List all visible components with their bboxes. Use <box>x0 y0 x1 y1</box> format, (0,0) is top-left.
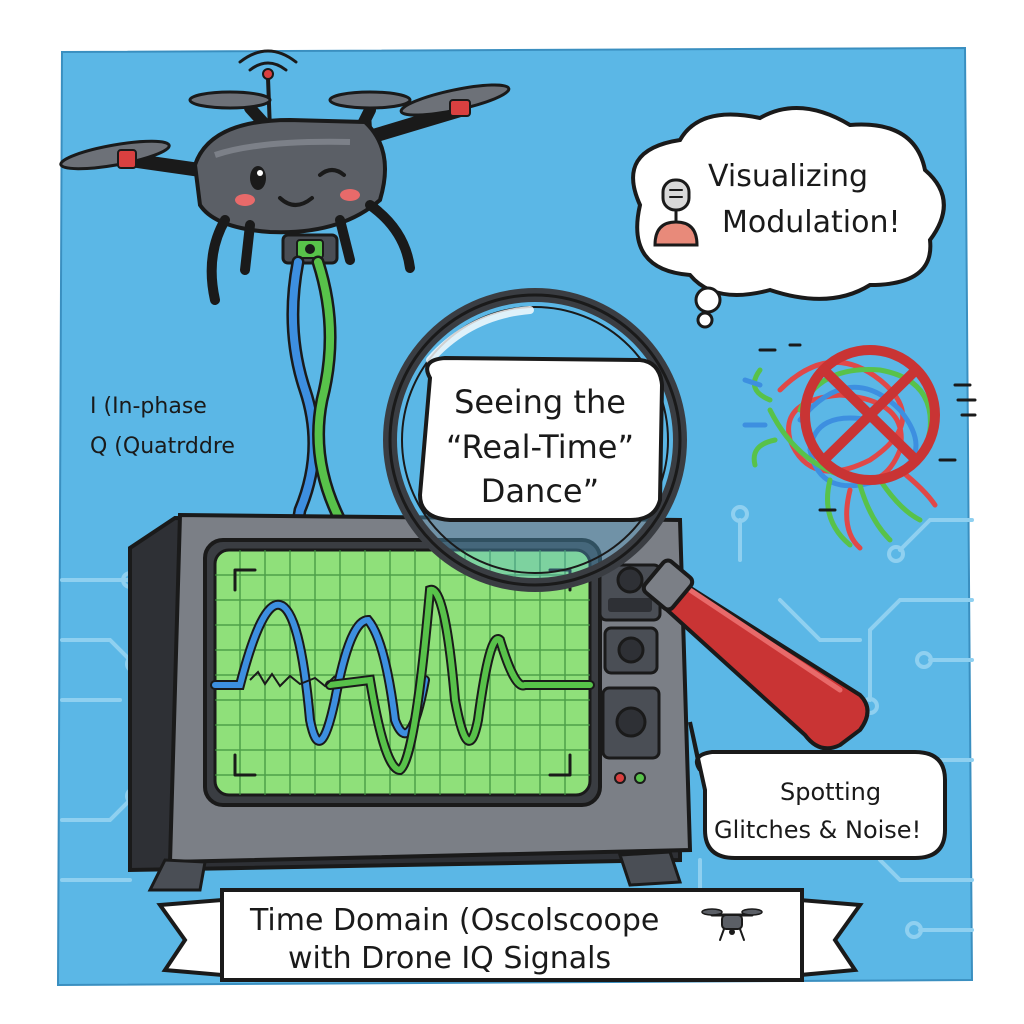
magnifying-glass-icon: Seeing the “Real-Time” Dance” <box>383 288 870 751</box>
title-banner: Time Domain (Oscolscoope with Drone IQ S… <box>156 888 864 982</box>
banner-line-1: Time Domain (Oscolscoope <box>249 903 659 938</box>
magnifier-line-3: Dance” <box>481 472 599 510</box>
speech-line-1: Spotting <box>780 778 881 806</box>
noise-dashes <box>758 343 977 512</box>
magnifier-line-2: “Real-Time” <box>446 428 634 466</box>
oscilloscope-icon <box>128 512 693 892</box>
q-label: Q (Quatrddre <box>90 434 235 459</box>
speech-bubble: Spotting Glitches & Noise! <box>688 721 947 860</box>
thought-bubble: Visualizing Modulation! <box>631 106 946 329</box>
circuit-traces <box>60 505 974 939</box>
magnifier-line-1: Seeing the <box>454 383 626 421</box>
noise-trace <box>249 670 336 688</box>
speech-line-2: Glitches & Noise! <box>714 816 921 844</box>
drone-icon <box>59 49 511 305</box>
banner-line-2: with Drone IQ Signals <box>288 941 611 976</box>
thought-line-2: Modulation! <box>722 205 901 240</box>
i-label: I (In-phase <box>90 394 207 419</box>
microphone-icon <box>653 178 699 247</box>
thought-line-1: Visualizing <box>708 159 868 194</box>
prohibited-icon <box>800 345 940 485</box>
drone-icon <box>701 908 763 941</box>
